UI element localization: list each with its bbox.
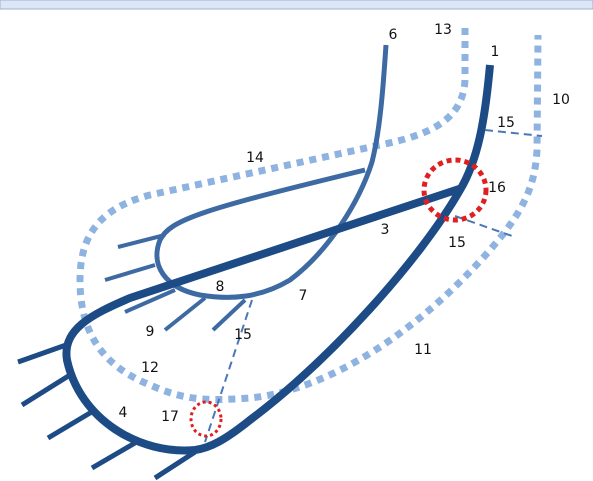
red-circle-17 [189,400,223,438]
label: 4 [119,405,128,421]
outer-dotted-outline [76,28,542,403]
label: 13 [434,22,452,38]
label: 15 [497,115,515,131]
label: 14 [246,150,264,166]
label: 6 [389,27,398,43]
label: 15 [234,327,252,343]
label: 3 [381,222,390,238]
label: 10 [552,92,570,108]
top-bar [0,0,593,10]
label: 16 [488,180,506,196]
label: 11 [414,342,432,358]
label: 1 [491,44,500,60]
label: 7 [299,288,308,304]
inner-branches [104,233,247,332]
label: 15 [448,235,466,251]
inner-loop [154,44,389,300]
label: 12 [141,360,159,376]
main-line [62,64,494,455]
dashed-lines [204,129,543,443]
label: 8 [216,279,225,295]
outer-branches [17,342,197,481]
label: 17 [161,409,179,425]
label: 9 [146,324,155,340]
red-circle-16 [421,157,489,223]
